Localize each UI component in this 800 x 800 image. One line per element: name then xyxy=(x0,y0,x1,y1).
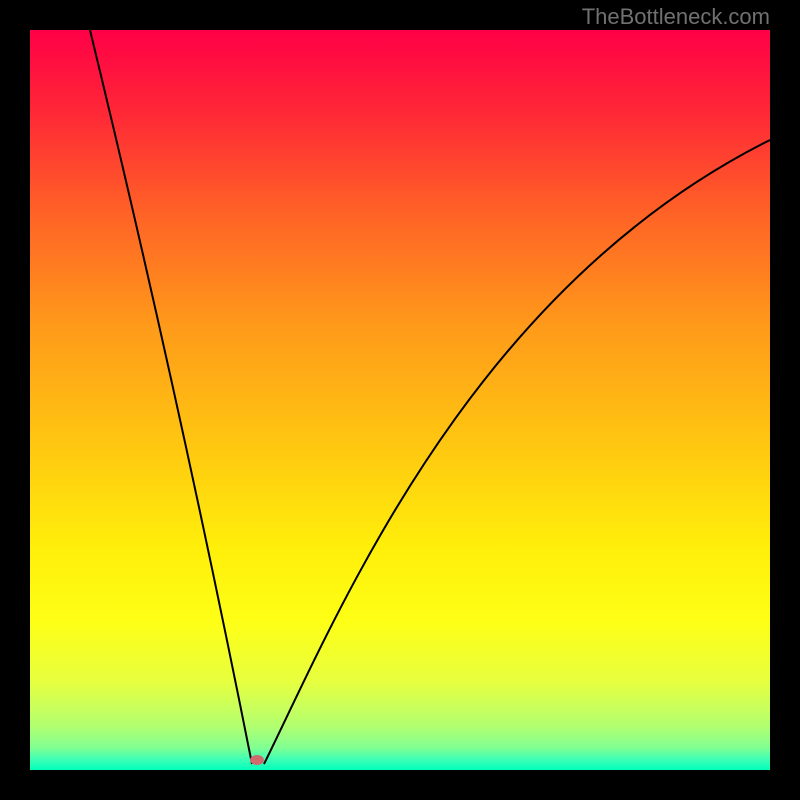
curve-left-branch xyxy=(90,30,252,764)
curve-right-branch xyxy=(264,140,770,764)
min-marker xyxy=(250,755,264,765)
plot-area xyxy=(30,30,770,770)
bottleneck-curve xyxy=(30,30,770,770)
watermark-text: TheBottleneck.com xyxy=(582,4,770,30)
